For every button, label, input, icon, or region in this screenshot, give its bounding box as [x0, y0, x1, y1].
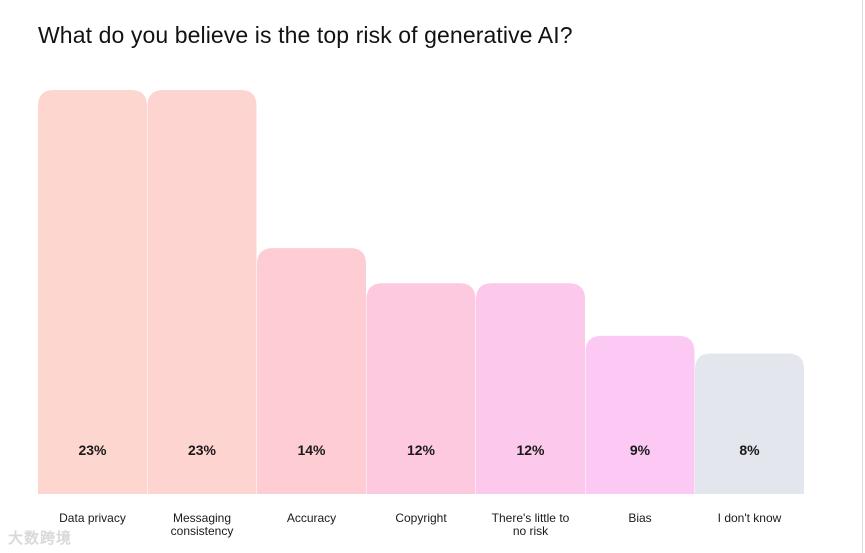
category-label-6: Bias [628, 511, 651, 525]
value-label-3: 14% [297, 442, 326, 458]
bar-5 [476, 283, 585, 494]
chart-title: What do you believe is the top risk of g… [38, 22, 573, 48]
bar-2 [147, 90, 257, 494]
value-label-4: 12% [407, 442, 436, 458]
category-labels-group: Data privacy Messaging consistency Accuracy… [59, 511, 782, 538]
frame-divider [862, 0, 863, 553]
watermark-text: 大数跨境 [8, 530, 73, 547]
category-label-7: I don't know [718, 511, 782, 525]
bars-group [38, 90, 804, 494]
bar-1 [38, 90, 147, 494]
category-label-4: Copyright [395, 511, 447, 525]
bar-4 [366, 283, 476, 494]
bar-3 [257, 248, 366, 494]
category-label-2: Messaging consistency [171, 511, 234, 538]
value-label-1: 23% [78, 442, 107, 458]
category-label-1: Data privacy [59, 511, 126, 525]
bar-6 [585, 335, 695, 494]
value-label-6: 9% [630, 442, 651, 458]
category-label-5: There's little to no risk [492, 511, 570, 538]
value-label-7: 8% [739, 442, 760, 458]
value-labels-group: 23% 23% 14% 12% 12% 9% 8% [78, 442, 760, 458]
bar-7 [695, 353, 804, 494]
watermark-logo: 大数跨境 [8, 527, 72, 548]
value-label-2: 23% [188, 442, 217, 458]
value-label-5: 12% [516, 442, 545, 458]
category-label-3: Accuracy [287, 511, 336, 525]
